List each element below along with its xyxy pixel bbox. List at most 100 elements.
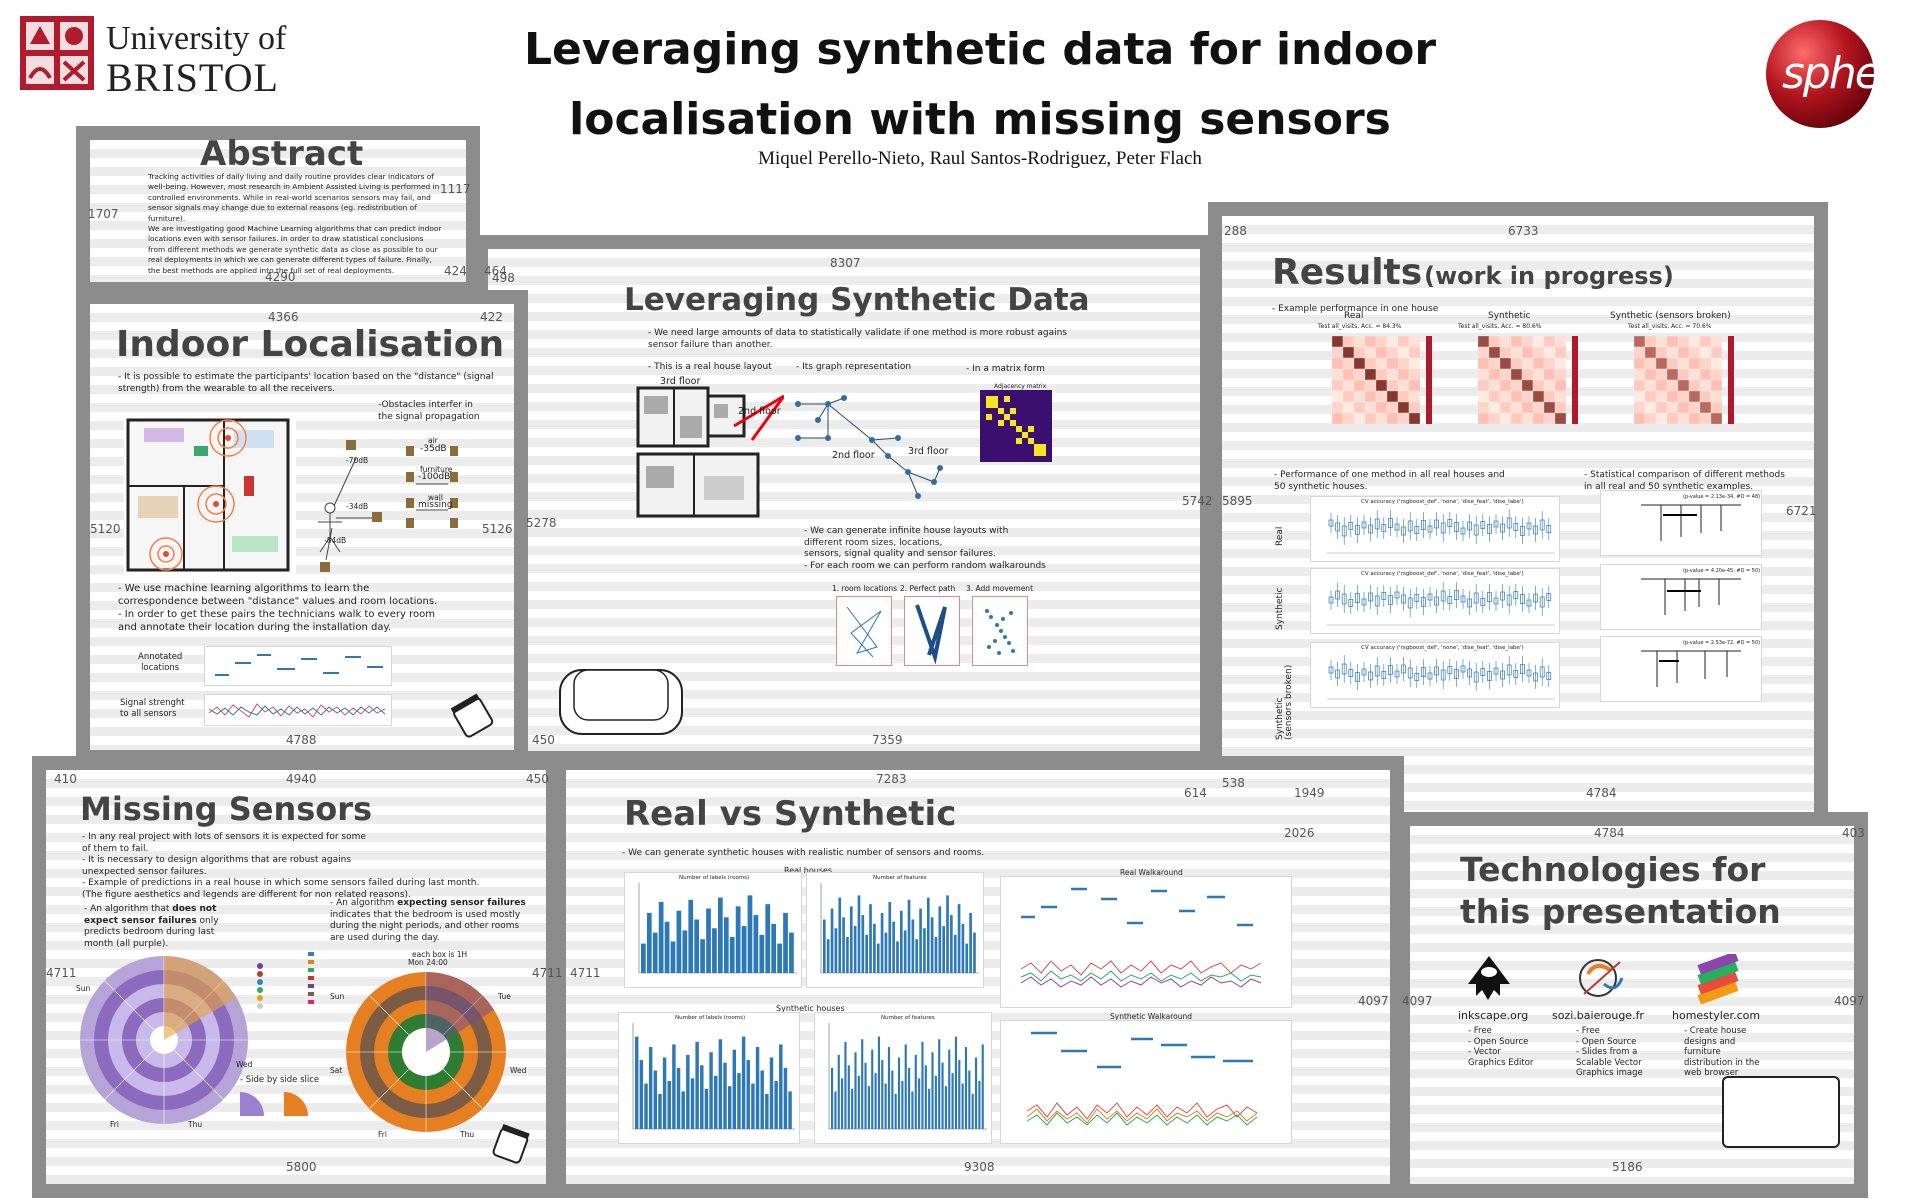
cd-diagram-synthetic: (p-value = 4.20e-45, #D = 50) (1600, 564, 1762, 630)
cm-cell (1353, 412, 1366, 425)
box-mark (1440, 522, 1446, 534)
box-mark (1539, 596, 1545, 608)
bar-mark (849, 906, 853, 973)
bar-mark (887, 1047, 891, 1129)
box-mark (1348, 599, 1354, 607)
cm-cell (1677, 412, 1690, 425)
cm-cell (1397, 346, 1410, 359)
signal-line: to all sensors (120, 709, 177, 719)
box-mark (1368, 592, 1373, 602)
sozi-icon (1576, 954, 1628, 1006)
box-mark (1381, 592, 1387, 600)
graph-representation-figure (788, 388, 948, 504)
annotated-line: locations (141, 663, 180, 673)
box-mark (1539, 666, 1545, 678)
box-mark (1374, 665, 1380, 677)
bar-mark (877, 1036, 881, 1129)
box-mark (1546, 672, 1552, 680)
radial-legend-left (256, 962, 296, 1010)
cm-cell (1488, 412, 1501, 425)
box-mark (1487, 592, 1492, 602)
box-mark (1533, 525, 1538, 535)
cm-cell (1510, 335, 1523, 348)
box-mark (1341, 663, 1347, 675)
dim-label: 7359 (872, 733, 903, 747)
cm-cell (1331, 379, 1344, 392)
box-mark (1487, 671, 1492, 681)
leveraging-paragraph2: - We can generate infinite house layouts… (804, 526, 1084, 572)
furniture-db-label: -100dB (418, 472, 451, 482)
cm-cell (1477, 346, 1490, 359)
bar-mark (830, 908, 834, 973)
results-subheading: (work in progress) (1424, 262, 1674, 290)
realvs-heading: Real vs Synthetic (624, 794, 957, 834)
day-label: Thu (460, 1130, 475, 1139)
box-mark (1473, 671, 1479, 683)
box-mark (1506, 594, 1512, 606)
bar-mark (641, 943, 646, 973)
bar-mark (900, 910, 903, 973)
cm-cell (1477, 335, 1490, 348)
row-label-synth: Synthetic (1275, 587, 1285, 631)
dim-label: 9308 (964, 1160, 995, 1174)
box-mark (1526, 599, 1532, 607)
box-mark (1361, 521, 1367, 529)
dim-label: 4784 (1586, 786, 1617, 800)
cm-cell (1710, 335, 1723, 348)
bar-mark (871, 1049, 874, 1129)
cm-cell (1699, 357, 1712, 370)
box-mark (1447, 666, 1453, 674)
tech-item-sozi-name: sozi.baierouge.fr (1552, 1009, 1644, 1022)
cd-diagram-real: (p-value = 2.13e-34, #D = 48) (1600, 490, 1762, 556)
box-mark (1421, 667, 1426, 677)
box-mark (1427, 672, 1433, 680)
bar-mark (783, 1067, 788, 1129)
floor2-label: 2nd floor (738, 406, 781, 417)
cm-cell (1655, 401, 1668, 414)
missing-left-a: - An algorithm that (84, 904, 173, 914)
leveraging-room (474, 235, 1214, 765)
missing-heading: Missing Sensors (80, 790, 373, 828)
bar-mark (921, 1041, 924, 1129)
bed-drawing (1722, 1076, 1840, 1148)
side-by-side-label: - Side by side slice (240, 1075, 320, 1085)
bar-mark (884, 932, 888, 973)
bar-mark (942, 926, 945, 973)
db84-label: -84dB (324, 536, 347, 545)
cm-cell (1353, 335, 1366, 348)
perf-line: 50 synthetic houses. (1274, 481, 1368, 492)
cm-cell (1699, 412, 1712, 425)
cm-cell (1408, 379, 1421, 392)
bar-mark (783, 912, 788, 973)
cm-cell (1543, 357, 1556, 370)
box-mark (1328, 666, 1334, 674)
cm-cell (1408, 357, 1421, 370)
cm-cell (1331, 412, 1344, 425)
bar-mark (926, 897, 930, 973)
university-line2: BRISTOL (106, 55, 279, 100)
features-chart-title: Number of features (873, 875, 927, 881)
leveraging-line: sensor failure than another. (648, 339, 773, 350)
cm-sub-broken: Test all_visits, Acc. = 70.6% (1628, 323, 1712, 330)
adjacency-matrix-figure: Adjacency matrix (944, 382, 1090, 500)
cm-cell (1633, 390, 1646, 403)
cm-cell (1655, 368, 1668, 381)
cm-cell (1342, 346, 1355, 359)
indoor-line: strength) from the wearable to all the r… (118, 383, 335, 394)
dim-label: 4711 (46, 966, 77, 980)
perf-label: - Performance of one method in all real … (1274, 470, 1505, 493)
bar-mark (658, 1094, 662, 1129)
radial-plot-with-failures (334, 966, 518, 1136)
cm-cell (1397, 335, 1410, 348)
bar-mark (846, 937, 849, 973)
cm-cell (1644, 390, 1657, 403)
dim-label: 410 (54, 772, 77, 786)
cm-cell (1521, 346, 1534, 359)
bar-mark (854, 1052, 857, 1129)
cm-cell (1397, 412, 1410, 425)
cm-cell (1408, 412, 1421, 425)
matrix-label: - In a matrix form (966, 364, 1045, 374)
labels-chart-title: Number of labels (rooms) (675, 1015, 746, 1021)
annotated-line: Annotated (138, 652, 183, 662)
cm-cell (1386, 368, 1399, 381)
